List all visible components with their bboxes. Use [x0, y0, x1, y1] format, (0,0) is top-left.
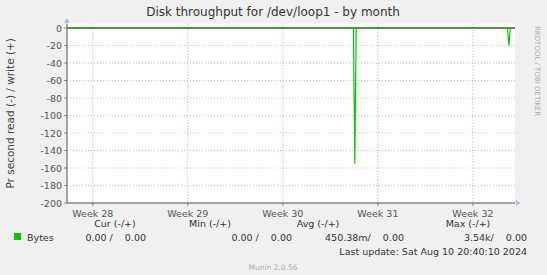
plot-area	[67, 24, 515, 203]
grid-line	[67, 98, 515, 99]
y-label: Pr second read (-) / write (+)	[4, 38, 16, 189]
grid-line	[67, 45, 515, 46]
axis-arrow	[516, 200, 521, 206]
grid-line	[67, 203, 515, 204]
grid-line	[377, 24, 378, 203]
last-update: Last update: Sat Aug 10 20:40:10 2024	[339, 246, 527, 257]
watermark: RRDTOOL / TOBI OETIKER	[533, 26, 541, 116]
axis-arrow	[64, 18, 70, 23]
tick-label: 0	[56, 23, 62, 34]
tick-label: -100	[40, 110, 62, 121]
tick-label: Week 31	[357, 208, 398, 219]
grid-line	[67, 150, 515, 151]
tick-label: -160	[40, 163, 62, 174]
footer: Munin 2.0.56	[248, 263, 297, 272]
tick-label: -60	[46, 75, 62, 86]
tick-label: -80	[46, 93, 62, 104]
grid-line	[67, 115, 515, 116]
grid-line	[67, 168, 515, 169]
legend-swatch	[14, 233, 21, 240]
grid-line	[472, 24, 473, 203]
background	[0, 0, 547, 275]
grid-line	[92, 24, 93, 203]
chart: Disk throughput for /dev/loop1 - by mont…	[0, 0, 547, 275]
summary-cell: 0.00 / 0.00	[231, 232, 292, 243]
grid-line	[67, 63, 515, 64]
tick-label: -140	[40, 145, 62, 156]
grid-line	[67, 80, 515, 81]
summary-header: Min (-/+)	[189, 218, 231, 229]
grid-line	[187, 24, 188, 203]
tick-label: -20	[46, 40, 62, 51]
summary-header: Avg (-/+)	[297, 218, 340, 229]
title: Disk throughput for /dev/loop1 - by mont…	[146, 5, 400, 19]
summary-cell: 0.00 / 0.00	[85, 232, 146, 243]
tick-label: -180	[40, 180, 62, 191]
x-axis	[67, 203, 515, 204]
summary-cell: 450.38m/ 0.00	[325, 232, 404, 243]
y-axis	[67, 24, 68, 203]
tick-label: -120	[40, 128, 62, 139]
grid-line	[67, 133, 515, 134]
tick-label: -200	[40, 198, 62, 209]
series-line	[67, 28, 513, 164]
summary-header: Max (-/+)	[446, 218, 491, 229]
legend-label: Bytes	[27, 232, 54, 243]
plot-group	[67, 28, 515, 164]
summary-cell: 3.54k/ 0.00	[464, 232, 527, 243]
tick-label: -40	[46, 58, 62, 69]
summary-header: Cur (-/+)	[94, 218, 136, 229]
grid-line	[67, 185, 515, 186]
grid-line	[282, 24, 283, 203]
